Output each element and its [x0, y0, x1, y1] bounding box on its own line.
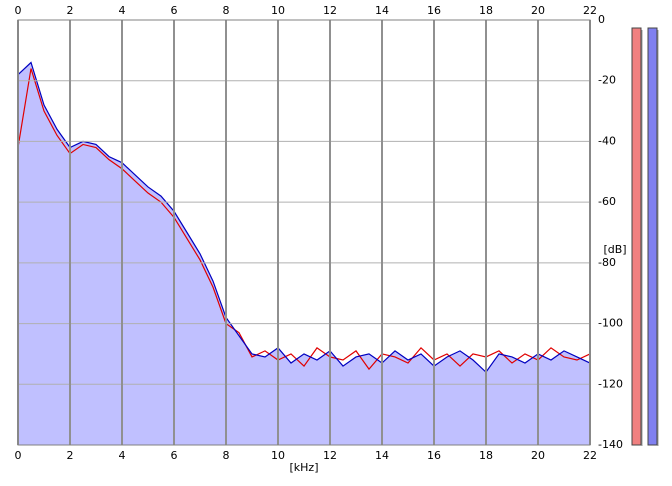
x-tick-label: 0 [15, 449, 22, 462]
spectrum-area [18, 62, 590, 445]
x-tick-label: 8 [223, 449, 230, 462]
x-axis-label: [kHz] [290, 461, 319, 474]
right-level-meter [647, 27, 658, 446]
x-tick-label: 2 [67, 449, 74, 462]
x-tick-label-top: 16 [427, 4, 441, 17]
y-tick-label: -100 [598, 317, 623, 330]
x-tick-label: 12 [323, 449, 337, 462]
x-tick-label: 22 [583, 449, 597, 462]
x-tick-label: 18 [479, 449, 493, 462]
x-tick-label: 20 [531, 449, 545, 462]
x-tick-label: 4 [119, 449, 126, 462]
x-tick-label-top: 8 [223, 4, 230, 17]
x-tick-label-top: 14 [375, 4, 389, 17]
x-tick-label: 16 [427, 449, 441, 462]
y-tick-label: -20 [598, 74, 616, 87]
x-tick-label-top: 6 [171, 4, 178, 17]
left-level-meter [631, 27, 642, 446]
spectrum-line [17, 61, 591, 374]
y-tick-label: -80 [598, 256, 616, 269]
y-tick-label: -120 [598, 377, 623, 390]
x-tick-label-top: 20 [531, 4, 545, 17]
x-tick-label: 6 [171, 449, 178, 462]
x-tick-label: 14 [375, 449, 389, 462]
x-tick-label-top: 2 [67, 4, 74, 17]
plot-frame [17, 19, 591, 446]
x-tick-label-top: 10 [271, 4, 285, 17]
y-tick-label: -140 [598, 438, 623, 451]
y-axis-label: [dB] [603, 243, 626, 256]
x-tick-label-top: 0 [15, 4, 22, 17]
x-tick-label-top: 18 [479, 4, 493, 17]
x-tick-label: 10 [271, 449, 285, 462]
y-tick-label: -60 [598, 195, 616, 208]
y-tick-label: 0 [598, 13, 605, 26]
x-tick-label-top: 4 [119, 4, 126, 17]
spectrum-line [17, 68, 591, 371]
y-tick-label: -40 [598, 134, 616, 147]
x-tick-label-top: 12 [323, 4, 337, 17]
x-tick-label-top: 22 [583, 4, 597, 17]
